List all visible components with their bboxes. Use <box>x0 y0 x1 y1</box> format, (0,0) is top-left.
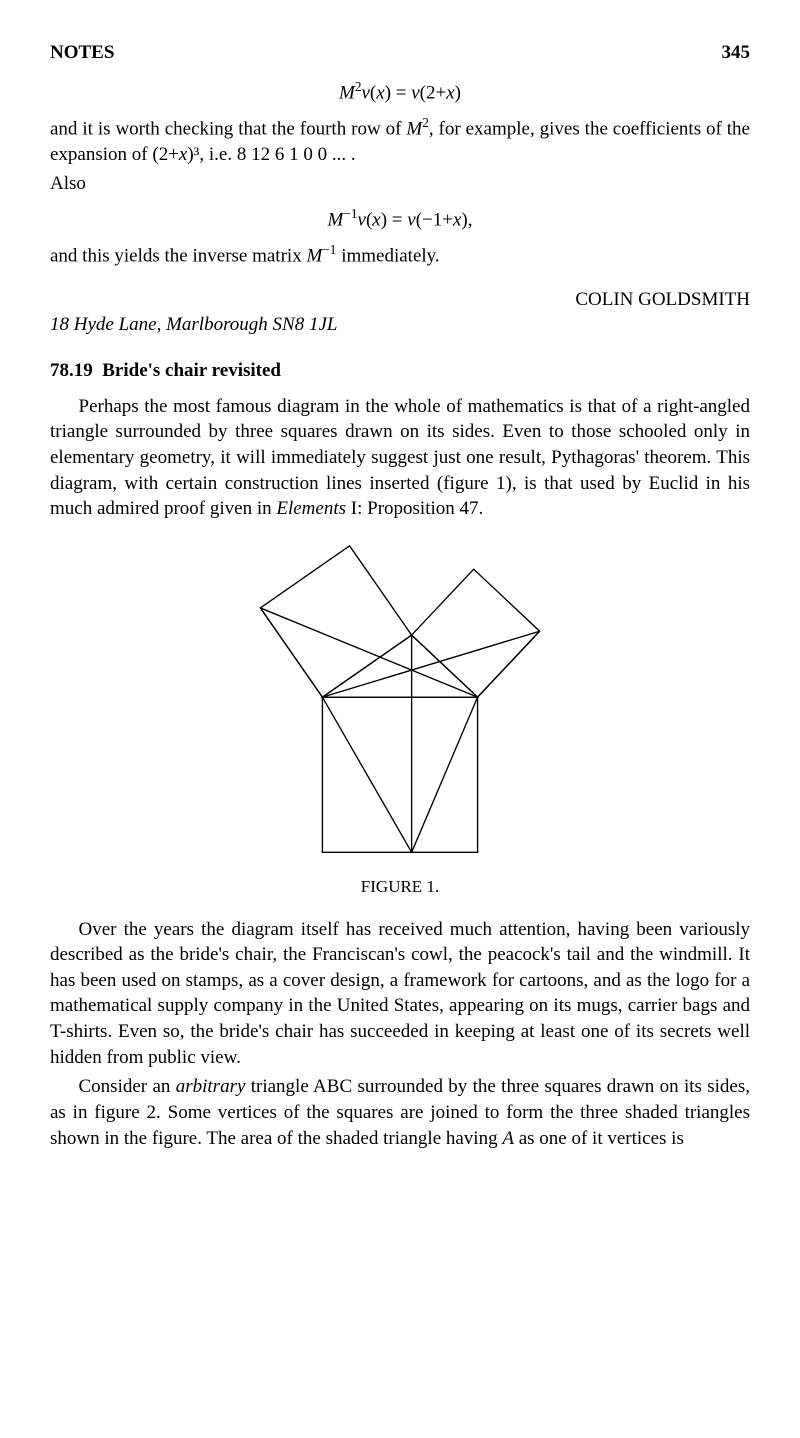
paragraph-1: and it is worth checking that the fourth… <box>50 114 750 168</box>
author-address: 18 Hyde Lane, Marlborough SN8 1JL <box>50 312 750 338</box>
page-header: NOTES 345 <box>50 40 750 66</box>
equation-2: M−1v(x) = v(−1+x), <box>50 205 750 233</box>
paragraph-5: Consider an arbitrary triangle ABC surro… <box>50 1074 750 1151</box>
equation-1: M2v(x) = v(2+x) <box>50 78 750 106</box>
header-left: NOTES <box>50 40 114 66</box>
figure-1 <box>50 542 750 870</box>
author-name: COLIN GOLDSMITH <box>50 287 750 313</box>
paragraph-3: Perhaps the most famous diagram in the w… <box>50 394 750 522</box>
paragraph-2: and this yields the inverse matrix M−1 i… <box>50 241 750 269</box>
page-number: 345 <box>722 40 751 66</box>
also-label: Also <box>50 171 750 197</box>
figure-caption: FIGURE 1. <box>50 876 750 899</box>
section-heading: 78.19 Bride's chair revisited <box>50 358 750 384</box>
paragraph-4: Over the years the diagram itself has re… <box>50 917 750 1071</box>
